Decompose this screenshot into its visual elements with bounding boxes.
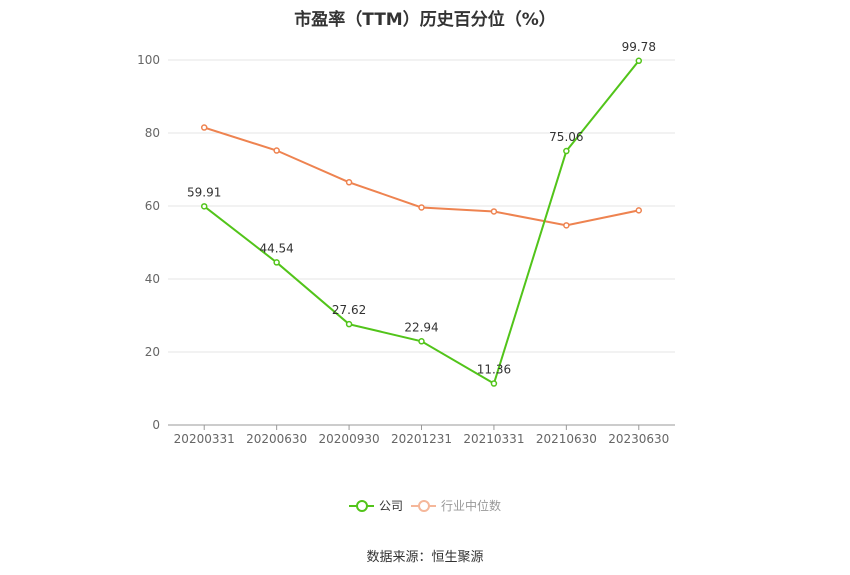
- data-source: 数据来源：恒生聚源: [366, 550, 484, 565]
- data-label: 22.94: [404, 320, 438, 334]
- x-tick-label: 20200930: [319, 432, 380, 446]
- y-tick-label: 80: [145, 126, 160, 140]
- data-point: [273, 147, 280, 154]
- data-point: [273, 259, 280, 266]
- data-point: [200, 124, 208, 131]
- chart-title: 市盈率（TTM）历史百分位（%）: [294, 10, 556, 30]
- data-label: 44.54: [259, 241, 293, 255]
- x-tick-label: 20200331: [174, 432, 235, 446]
- data-point: [345, 320, 353, 328]
- data-point: [418, 338, 425, 345]
- y-tick-label: 40: [145, 272, 160, 286]
- legend-label: 公司: [378, 499, 403, 513]
- data-point: [490, 380, 498, 387]
- data-point: [635, 57, 643, 65]
- data-point: [563, 222, 570, 229]
- x-tick-label: 20230630: [608, 432, 669, 446]
- series-line: [203, 60, 640, 386]
- data-label: 99.78: [622, 40, 656, 54]
- x-tick-label: 20201231: [391, 432, 452, 446]
- legend: 公司 行业中位数: [0, 497, 850, 516]
- data-label: 59.91: [187, 185, 221, 199]
- legend-label: 行业中位数: [441, 499, 502, 513]
- data-point: [200, 203, 208, 210]
- data-point: [345, 179, 353, 186]
- y-tick-label: 60: [145, 199, 160, 213]
- legend-item[interactable]: 公司: [348, 497, 403, 514]
- legend-item[interactable]: 行业中位数: [411, 497, 501, 514]
- data-point: [490, 208, 498, 215]
- data-label: 11.36: [477, 363, 511, 377]
- data-label: 27.62: [332, 303, 366, 317]
- legend-marker-icon: [348, 499, 374, 513]
- y-tick-label: 0: [152, 418, 160, 432]
- data-point: [418, 204, 425, 211]
- y-tick-label: 100: [137, 53, 160, 67]
- data-point: [635, 207, 643, 214]
- x-tick-label: 20210331: [463, 432, 524, 446]
- legend-marker-icon: [411, 499, 436, 513]
- x-tick-label: 20200630: [246, 432, 307, 446]
- x-tick-label: 20210630: [536, 432, 597, 446]
- data-point: [563, 147, 570, 155]
- data-label: 75.06: [549, 130, 583, 144]
- y-tick-label: 20: [145, 345, 160, 359]
